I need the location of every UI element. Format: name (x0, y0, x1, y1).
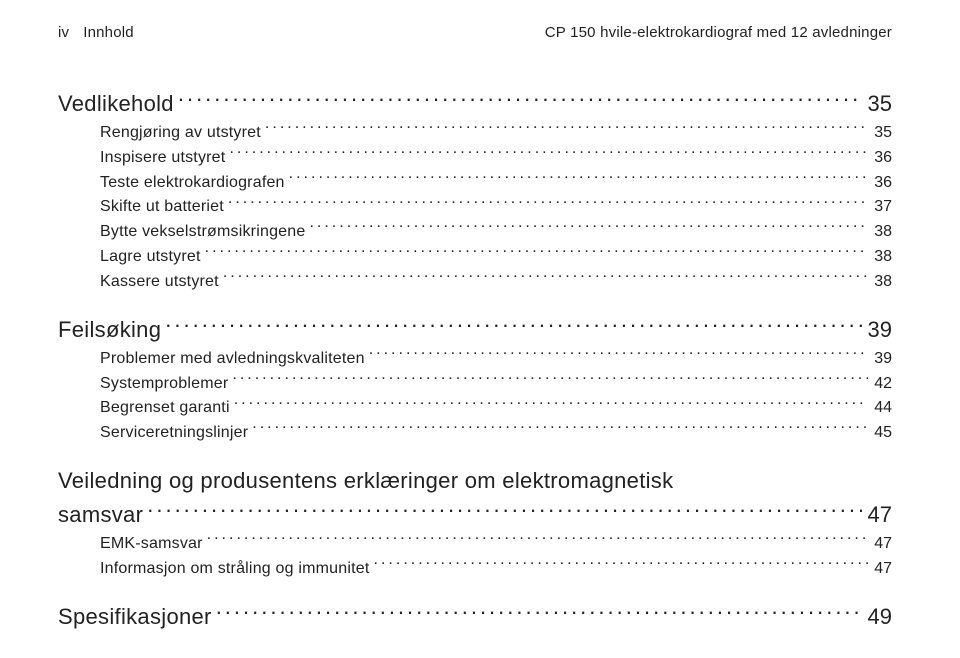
dot-leader (229, 146, 868, 162)
table-of-contents: Vedlikehold35Rengjøring av utstyret35Ins… (58, 87, 892, 634)
toc-sub-row: Lagre utstyret 38 (58, 245, 892, 270)
header-left: iv Innhold (58, 24, 134, 41)
toc-sub-row: Problemer med avledningskvaliteten 39 (58, 347, 892, 372)
toc-sub-label: Lagre utstyret (100, 245, 201, 270)
toc-sub-page: 36 (872, 146, 892, 171)
toc-sub-row: Inspisere utstyret 36 (58, 146, 892, 171)
toc-sub-page: 35 (872, 121, 892, 146)
toc-heading-row: Vedlikehold 35 (58, 87, 892, 121)
toc-sub-page: 38 (872, 270, 892, 295)
toc-heading-row: samsvar 47 (58, 498, 892, 532)
toc-heading-label: samsvar (58, 498, 143, 532)
toc-heading-label: Vedlikehold (58, 87, 174, 121)
toc-sub-row: EMK-samsvar 47 (58, 532, 892, 557)
dot-leader (265, 121, 868, 137)
dot-leader (165, 315, 861, 337)
toc-sub-label: Kassere utstyret (100, 270, 219, 295)
toc-heading-page: 35 (866, 87, 892, 121)
toc-chapter: Feilsøking39Problemer med avledningskval… (58, 313, 892, 446)
toc-chapter: Veiledning og produsentens erklæringer o… (58, 464, 892, 582)
toc-heading-row: Veiledning og produsentens erklæringer o… (58, 464, 892, 498)
toc-sub-label: Rengjøring av utstyret (100, 121, 261, 146)
toc-sub-label: Inspisere utstyret (100, 146, 225, 171)
dot-leader (216, 602, 862, 624)
dot-leader (374, 557, 869, 573)
dot-leader (232, 372, 868, 388)
toc-heading-page: 47 (866, 498, 892, 532)
toc-sub-page: 42 (872, 372, 892, 397)
toc-heading-label: Spesifikasjoner (58, 600, 212, 634)
toc-sub-label: Informasjon om stråling og immunitet (100, 557, 370, 582)
toc-sub-row: Kassere utstyret 38 (58, 270, 892, 295)
toc-sub-page: 36 (872, 171, 892, 196)
toc-chapter: Vedlikehold35Rengjøring av utstyret35Ins… (58, 87, 892, 295)
toc-sub-label: Begrenset garanti (100, 396, 230, 421)
dot-leader (252, 421, 868, 437)
toc-sub-row: Systemproblemer 42 (58, 372, 892, 397)
toc-sub-row: Serviceretningslinjer 45 (58, 421, 892, 446)
toc-sub-label: EMK-samsvar (100, 532, 203, 557)
dot-leader (228, 195, 868, 211)
toc-sub-page: 37 (872, 195, 892, 220)
toc-sub-label: Problemer med avledningskvaliteten (100, 347, 365, 372)
dot-leader (369, 347, 868, 363)
doc-title: CP 150 hvile-elektrokardiograf med 12 av… (545, 24, 892, 41)
toc-sub-page: 38 (872, 245, 892, 270)
page-number: iv (58, 24, 69, 41)
toc-heading-row: Feilsøking 39 (58, 313, 892, 347)
toc-chapter: Spesifikasjoner 49 (58, 600, 892, 634)
toc-heading-row: Spesifikasjoner 49 (58, 600, 892, 634)
toc-sub-page: 38 (872, 220, 892, 245)
toc-sub-page: 44 (872, 396, 892, 421)
toc-sub-page: 39 (872, 347, 892, 372)
toc-sub-row: Begrenset garanti 44 (58, 396, 892, 421)
dot-leader (147, 500, 861, 522)
toc-sub-page: 47 (872, 557, 892, 582)
dot-leader (289, 171, 869, 187)
dot-leader (207, 532, 869, 548)
dot-leader (234, 396, 868, 412)
toc-heading-page: 49 (866, 600, 892, 634)
dot-leader (178, 89, 862, 111)
toc-sub-page: 45 (872, 421, 892, 446)
toc-sub-label: Systemproblemer (100, 372, 228, 397)
toc-heading-label: Feilsøking (58, 313, 161, 347)
dot-leader (205, 245, 869, 261)
toc-sub-label: Skifte ut batteriet (100, 195, 224, 220)
toc-heading-page: 39 (866, 313, 892, 347)
dot-leader (223, 270, 868, 286)
toc-sub-label: Teste elektrokardiografen (100, 171, 285, 196)
toc-sub-row: Bytte vekselstrømsikringene 38 (58, 220, 892, 245)
page-header: iv Innhold CP 150 hvile-elektrokardiogra… (58, 24, 892, 41)
toc-sub-row: Rengjøring av utstyret 35 (58, 121, 892, 146)
toc-sub-label: Bytte vekselstrømsikringene (100, 220, 305, 245)
toc-sub-row: Teste elektrokardiografen 36 (58, 171, 892, 196)
toc-sub-row: Skifte ut batteriet 37 (58, 195, 892, 220)
toc-sub-label: Serviceretningslinjer (100, 421, 248, 446)
toc-heading-label: Veiledning og produsentens erklæringer o… (58, 464, 673, 498)
dot-leader (309, 220, 868, 236)
toc-sub-page: 47 (872, 532, 892, 557)
toc-sub-row: Informasjon om stråling og immunitet 47 (58, 557, 892, 582)
section-name: Innhold (83, 24, 134, 41)
